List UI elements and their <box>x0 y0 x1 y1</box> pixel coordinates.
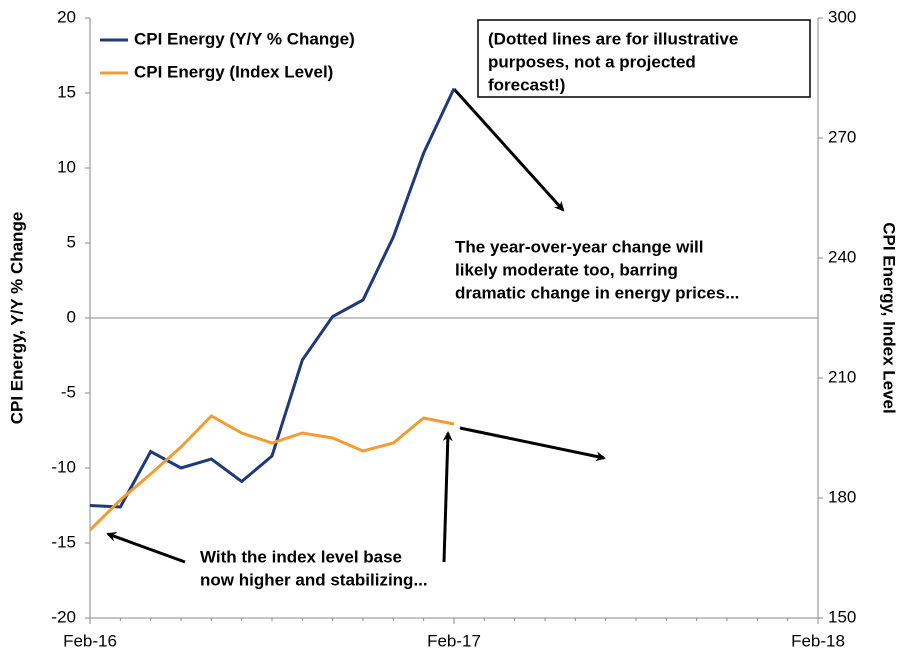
y2-tick-label: 180 <box>828 487 856 506</box>
annotation: forecast!) <box>488 75 565 94</box>
y-tick-label: -20 <box>51 607 76 626</box>
x-tick-label: Feb-18 <box>791 631 845 650</box>
annotation: dramatic change in energy prices... <box>455 283 739 302</box>
y-tick-label: 10 <box>57 157 76 176</box>
y-tick-label: 15 <box>57 82 76 101</box>
y-tick-label: 0 <box>67 307 76 326</box>
annotation: purposes, not a projected <box>488 52 696 71</box>
annotation: With the index level base <box>200 547 402 566</box>
x-tick-label: Feb-16 <box>63 631 117 650</box>
annotation: likely moderate too, barring <box>455 260 678 279</box>
legend-label: CPI Energy (Y/Y % Change) <box>134 29 355 48</box>
annotation: The year-over-year change will <box>455 237 704 256</box>
y2-tick-label: 300 <box>828 7 856 26</box>
y-tick-label: 5 <box>67 232 76 251</box>
y-tick-label: -10 <box>51 457 76 476</box>
annotation: now higher and stabilizing... <box>200 570 428 589</box>
y2-tick-label: 210 <box>828 367 856 386</box>
y2-axis-label: CPI Energy, Index Level <box>880 222 899 413</box>
annotation-box <box>477 19 811 98</box>
y2-tick-label: 270 <box>828 127 856 146</box>
y-tick-label: -5 <box>61 382 76 401</box>
series-line <box>89 87 456 509</box>
y-axis-label: CPI Energy, Y/Y % Change <box>7 212 26 425</box>
y-tick-label: -15 <box>51 532 76 551</box>
annotation: (Dotted lines are for illustrative <box>488 29 738 48</box>
y2-tick-label: 240 <box>828 247 856 266</box>
x-tick-label: Feb-17 <box>427 631 481 650</box>
series-line <box>88 414 455 532</box>
arrows <box>106 87 606 564</box>
legend-label: CPI Energy (Index Level) <box>134 62 333 81</box>
y-tick-label: 20 <box>57 7 76 26</box>
y2-tick-label: 150 <box>828 607 856 626</box>
